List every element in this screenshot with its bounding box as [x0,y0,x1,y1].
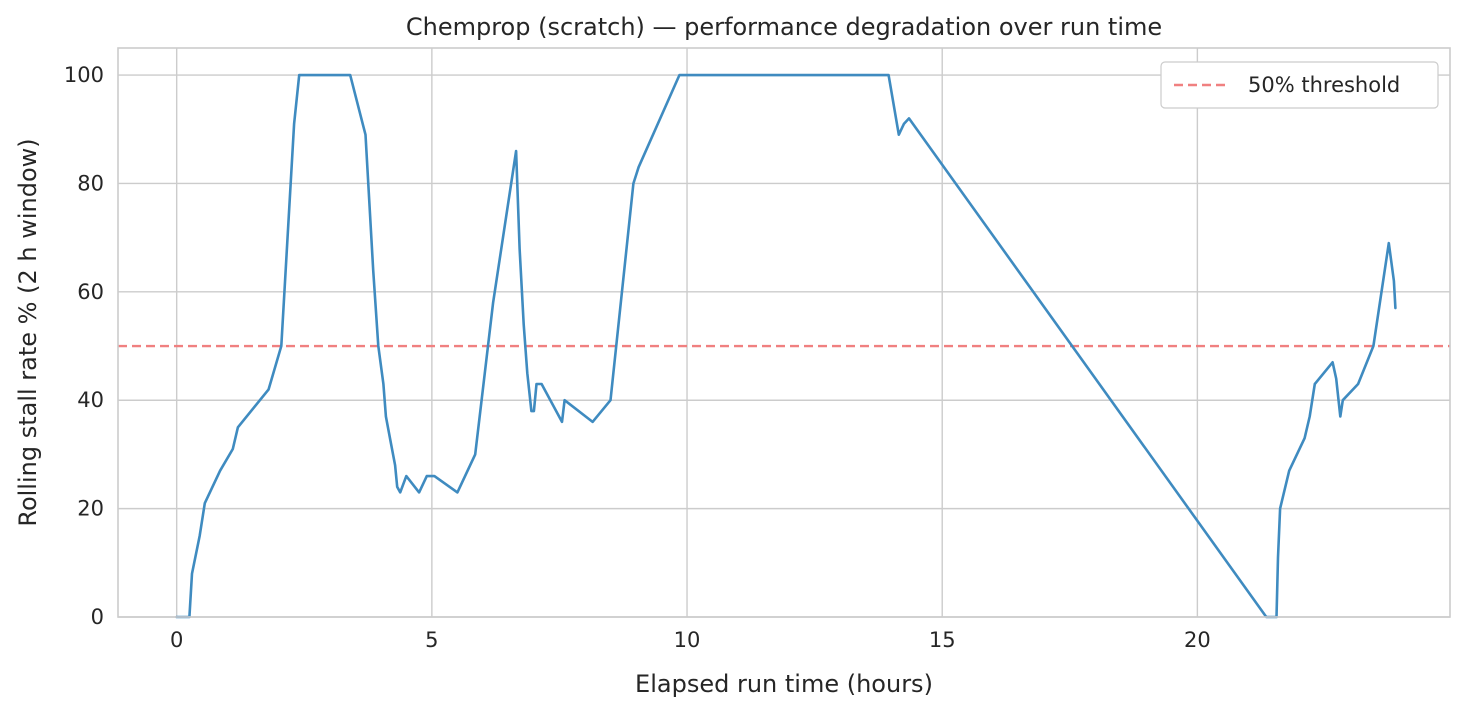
x-tick-label: 10 [674,628,701,652]
legend-box [1160,61,1439,109]
x-tick-label: 15 [929,628,956,652]
legend: 50% threshold [1160,61,1439,109]
tick-labels: 0 5 10 15 20 0 20 40 60 80 100 [64,63,1211,652]
y-tick-label: 0 [91,605,104,629]
plot-frame [117,47,1451,618]
y-tick-label: 20 [77,497,104,521]
series-line-0 [175,73,1397,619]
y-tick-label: 40 [77,388,104,412]
legend-label-threshold: 50% threshold [1248,73,1400,97]
series-layer [175,73,1397,619]
y-tick-label: 60 [77,280,104,304]
y-axis-label: Rolling stall rate % (2 h window) [14,138,42,526]
y-tick-label: 100 [64,63,104,87]
x-tick-label: 20 [1184,628,1211,652]
x-axis-label: Elapsed run time (hours) [635,670,933,698]
chart-title: Chemprop (scratch) — performance degrada… [406,13,1162,41]
y-tick-label: 80 [77,171,104,195]
x-tick-label: 0 [170,628,183,652]
x-tick-label: 5 [425,628,438,652]
